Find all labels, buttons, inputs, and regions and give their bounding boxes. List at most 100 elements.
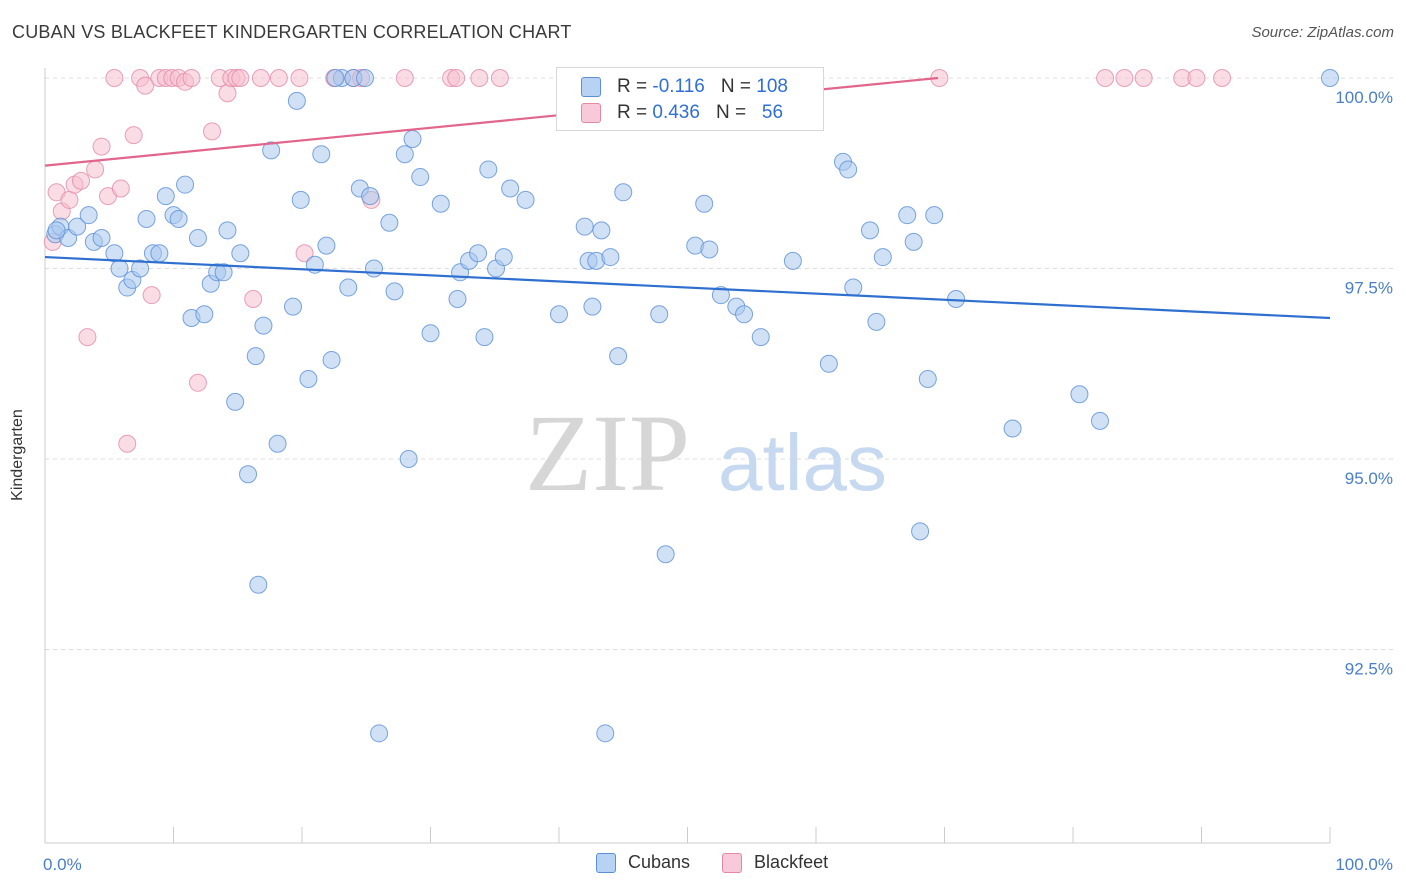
cubans-point[interactable] [411,168,430,187]
blackfeet-point[interactable] [1096,69,1115,87]
cubans-point[interactable] [370,724,389,743]
blackfeet-point[interactable] [251,69,270,87]
blackfeet-point[interactable] [295,244,314,263]
cubans-point[interactable] [925,206,944,225]
cubans-point[interactable] [150,244,169,263]
blackfeet-point[interactable] [188,373,207,392]
blackfeet-point[interactable] [92,137,111,156]
cubans-point[interactable] [735,305,754,324]
cubans-point[interactable] [188,229,207,248]
cubans-point[interactable] [898,206,917,225]
cubans-point[interactable] [317,236,336,255]
cubans-point[interactable] [137,209,156,228]
cubans-point[interactable] [783,251,802,270]
blackfeet-point[interactable] [290,69,309,87]
cubans-point[interactable] [364,259,383,278]
blackfeet-point[interactable] [447,69,466,87]
cubans-point[interactable] [650,305,669,324]
cubans-point[interactable] [226,392,245,411]
cubans-point[interactable] [361,187,380,206]
cubans-point[interactable] [399,450,418,468]
cubans-point[interactable] [614,183,633,202]
blackfeet-point[interactable] [218,84,237,103]
cubans-point[interactable] [322,350,341,369]
cubans-point[interactable] [421,324,440,343]
cubans-point[interactable] [711,286,730,305]
cubans-point[interactable] [291,190,310,209]
cubans-point[interactable] [819,354,838,373]
cubans-point[interactable] [169,209,188,228]
cubans-point[interactable] [380,213,399,232]
cubans-point[interactable] [326,69,345,87]
blackfeet-point[interactable] [490,69,509,87]
cubans-point[interactable] [254,316,273,335]
cubans-point[interactable] [1003,419,1022,438]
blackfeet-point[interactable] [136,76,155,95]
cubans-point[interactable] [448,289,467,308]
cubans-point[interactable] [751,328,770,347]
cubans-point[interactable] [867,312,886,331]
cubans-point[interactable] [299,369,318,388]
legend-item-blackfeet[interactable]: Blackfeet [722,852,828,873]
cubans-point[interactable] [195,305,214,324]
cubans-point[interactable] [550,305,568,324]
cubans-point[interactable] [1321,69,1339,87]
cubans-point[interactable] [68,217,87,236]
cubans-point[interactable] [131,259,150,278]
blackfeet-point[interactable] [231,69,250,87]
cubans-point[interactable] [403,129,422,148]
blackfeet-point[interactable] [124,126,143,145]
cubans-point[interactable] [844,278,863,297]
blackfeet-point[interactable] [60,190,79,209]
cubans-point[interactable] [469,244,488,263]
blackfeet-point[interactable] [1134,69,1153,87]
blackfeet-point[interactable] [1213,69,1232,87]
legend-item-cubans[interactable]: Cubans [596,852,690,873]
blackfeet-point[interactable] [395,69,414,87]
blackfeet-point[interactable] [244,289,263,308]
cubans-point[interactable] [239,465,258,484]
blackfeet-point[interactable] [118,434,137,453]
blackfeet-point[interactable] [203,122,222,141]
cubans-point[interactable] [92,229,111,248]
blackfeet-point[interactable] [470,69,489,87]
cubans-point[interactable] [287,91,306,110]
cubans-point[interactable] [385,282,404,301]
blackfeet-point[interactable] [86,160,105,179]
cubans-point[interactable] [395,145,414,164]
cubans-point[interactable] [176,175,195,194]
cubans-point[interactable] [596,724,615,743]
cubans-point[interactable] [911,522,930,541]
cubans-point[interactable] [873,248,892,267]
blackfeet-point[interactable] [78,328,97,347]
cubans-point[interactable] [656,545,675,564]
blackfeet-point[interactable] [142,286,161,305]
blackfeet-point[interactable] [1115,69,1134,87]
blackfeet-point[interactable] [1187,69,1206,87]
cubans-point[interactable] [583,297,602,316]
cubans-point[interactable] [431,194,450,213]
cubans-point[interactable] [609,347,628,366]
cubans-point[interactable] [312,145,331,164]
cubans-point[interactable] [262,141,281,160]
cubans-point[interactable] [601,248,620,267]
cubans-point[interactable] [860,221,879,240]
cubans-point[interactable] [268,434,287,453]
cubans-point[interactable] [501,179,520,198]
cubans-point[interactable] [904,232,923,251]
cubans-point[interactable] [839,160,858,179]
cubans-point[interactable] [918,369,937,388]
cubans-point[interactable] [1070,385,1089,404]
cubans-point[interactable] [700,240,719,259]
blackfeet-point[interactable] [105,69,124,87]
cubans-point[interactable] [284,297,303,316]
blackfeet-point[interactable] [182,69,201,87]
cubans-point[interactable] [494,248,513,267]
cubans-point[interactable] [1090,411,1109,430]
cubans-point[interactable] [479,160,498,179]
cubans-point[interactable] [156,187,175,206]
cubans-point[interactable] [516,190,535,209]
cubans-point[interactable] [695,194,714,213]
blackfeet-point[interactable] [269,69,288,87]
cubans-point[interactable] [231,244,250,263]
